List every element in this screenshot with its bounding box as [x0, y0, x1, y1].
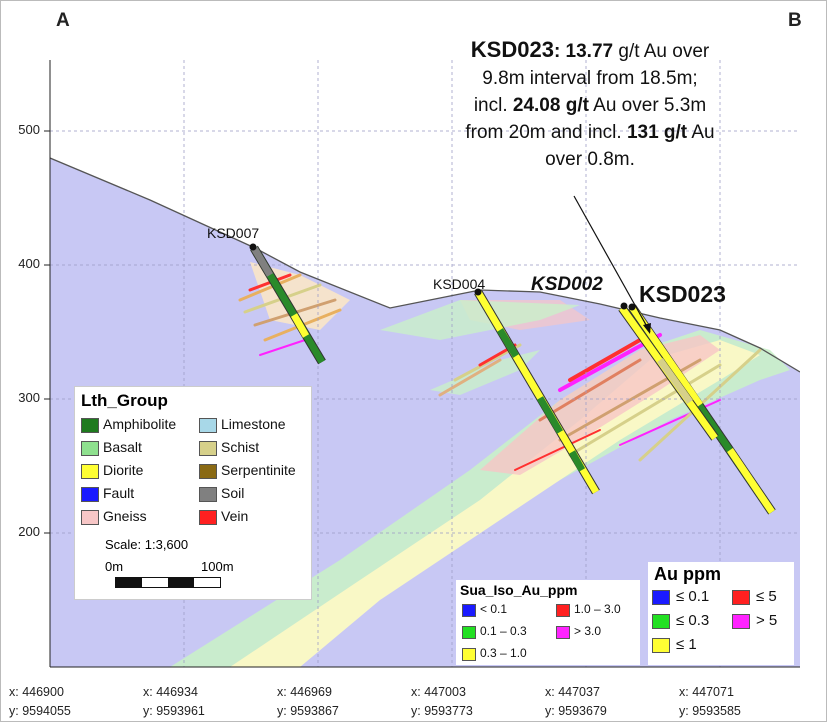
- legend-swatch: [81, 441, 99, 456]
- legend-label: Fault: [103, 485, 135, 501]
- x-tick-label: x: 446934 y: 9593961: [143, 685, 205, 718]
- drillhole-label-ksd004: KSD004: [433, 276, 486, 292]
- legend-swatch: [199, 418, 217, 433]
- sua-iso-legend-title: Sua_Iso_Au_ppm: [460, 582, 578, 598]
- legend-swatch: [556, 626, 570, 639]
- y-tick-marks: [44, 130, 50, 534]
- intercept-callout: KSD023: 13.77 g/t Au over 9.8m interval …: [465, 37, 715, 170]
- legend-label: > 3.0: [574, 624, 602, 638]
- lithology-legend-title: Lth_Group: [81, 391, 168, 410]
- legend-label: Gneiss: [103, 508, 147, 524]
- scale-text: Scale: 1:3,600: [105, 537, 189, 552]
- drillhole-ksd002-trace: [618, 305, 719, 441]
- y-tick-label: 300: [18, 390, 40, 405]
- callout-arrow-line: [573, 195, 651, 333]
- drillhole-ksd004-trace: [474, 289, 600, 495]
- legend-swatch: [199, 441, 217, 456]
- collar-ksd002: [620, 302, 628, 310]
- collar-ksd004: [474, 288, 482, 296]
- scale-end-label: 100m: [201, 559, 234, 574]
- legend-swatch: [462, 626, 476, 639]
- drillhole-label-ksd023: KSD023: [639, 281, 726, 307]
- collar-ksd007: [249, 243, 257, 251]
- legend-swatch: [199, 487, 217, 502]
- drillhole-label-ksd007: KSD007: [207, 225, 260, 241]
- legend-label: Serpentinite: [221, 462, 296, 478]
- x-tick-label: x: 447037 y: 9593679: [545, 685, 607, 718]
- legend-swatch: [462, 648, 476, 661]
- legend-swatch: [199, 464, 217, 479]
- y-tick-label: 400: [18, 256, 40, 271]
- legend-swatch: [652, 638, 670, 653]
- legend-swatch: [81, 487, 99, 502]
- legend-label: ≤ 5: [756, 588, 777, 605]
- basalt-halo-mid: [380, 300, 580, 340]
- legend-label: ≤ 0.3: [676, 612, 710, 629]
- legend-label: Amphibolite: [103, 416, 177, 432]
- legend-swatch: [199, 510, 217, 525]
- x-tick-label: x: 446900 y: 9594055: [9, 685, 71, 718]
- legend-swatch: [462, 604, 476, 617]
- legend-label: Soil: [221, 485, 245, 501]
- lithology-legend: Lth_Group Amphibolite Basalt Diorite Fau…: [74, 386, 312, 600]
- drillhole-label-ksd002: KSD002: [531, 274, 603, 295]
- section-end-a: A: [56, 10, 70, 31]
- callout-hole: KSD023: [470, 37, 554, 62]
- legend-label: Schist: [221, 439, 260, 455]
- legend-swatch: [652, 614, 670, 629]
- legend-label: Basalt: [103, 439, 142, 455]
- legend-swatch: [556, 604, 570, 617]
- y-tick-label: 200: [18, 524, 40, 539]
- legend-label: 1.0 – 3.0: [574, 602, 621, 616]
- legend-swatch: [81, 510, 99, 525]
- legend-swatch: [732, 614, 750, 629]
- sua-iso-legend: Sua_Iso_Au_ppm < 0.1 1.0 – 3.0 0.1 – 0.3…: [456, 580, 640, 665]
- legend-label: 0.3 – 1.0: [480, 646, 527, 660]
- x-tick-label: x: 447071 y: 9593585: [679, 685, 741, 718]
- legend-label: ≤ 1: [676, 636, 697, 653]
- legend-label: Vein: [221, 508, 249, 524]
- legend-swatch: [652, 590, 670, 605]
- scale-bar: [115, 577, 221, 588]
- legend-label: < 0.1: [480, 602, 508, 616]
- scale-start-label: 0m: [105, 559, 124, 574]
- x-tick-label: x: 446969 y: 9593867: [277, 685, 339, 718]
- legend-swatch: [81, 464, 99, 479]
- drillhole-ksd007-trace: [250, 245, 326, 365]
- drillhole-ksd023-trace: [628, 304, 776, 515]
- callout-arrowhead: [643, 323, 651, 334]
- legend-label: 0.1 – 0.3: [480, 624, 527, 638]
- legend-label: Diorite: [103, 462, 144, 478]
- collar-ksd023: [628, 303, 636, 311]
- assay-streaks: [238, 273, 762, 471]
- x-tick-label: x: 447003 y: 9593773: [411, 685, 473, 718]
- legend-label: Limestone: [221, 416, 286, 432]
- au-ppm-legend-title: Au ppm: [654, 564, 721, 584]
- legend-label: ≤ 0.1: [676, 588, 710, 605]
- y-tick-label: 500: [18, 122, 40, 137]
- section-end-b: B: [788, 10, 802, 31]
- au-ppm-legend: Au ppm ≤ 0.1 ≤ 5 ≤ 0.3 > 5 ≤ 1: [648, 562, 794, 665]
- legend-label: > 5: [756, 612, 778, 629]
- gneiss-halo-central: [480, 335, 720, 475]
- legend-swatch: [81, 418, 99, 433]
- legend-swatch: [732, 590, 750, 605]
